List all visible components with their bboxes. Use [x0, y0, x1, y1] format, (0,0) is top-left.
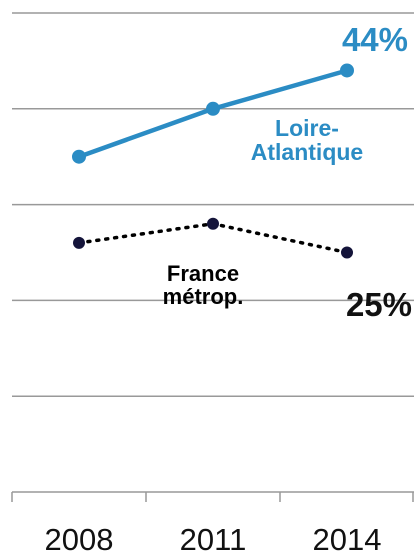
series-label: Loire-Atlantique	[250, 115, 364, 166]
point	[340, 63, 354, 78]
value-label: 25%	[346, 286, 412, 323]
value-label: 44%	[342, 21, 408, 58]
x-tick-label: 2008	[45, 522, 114, 557]
series-label: France métrop.	[162, 261, 244, 310]
point	[206, 101, 220, 116]
point	[72, 149, 86, 164]
point	[73, 236, 85, 249]
point	[207, 217, 219, 230]
point	[341, 246, 353, 259]
x-tick-label: 2011	[180, 522, 247, 557]
x-tick-label: 2014	[313, 522, 382, 557]
